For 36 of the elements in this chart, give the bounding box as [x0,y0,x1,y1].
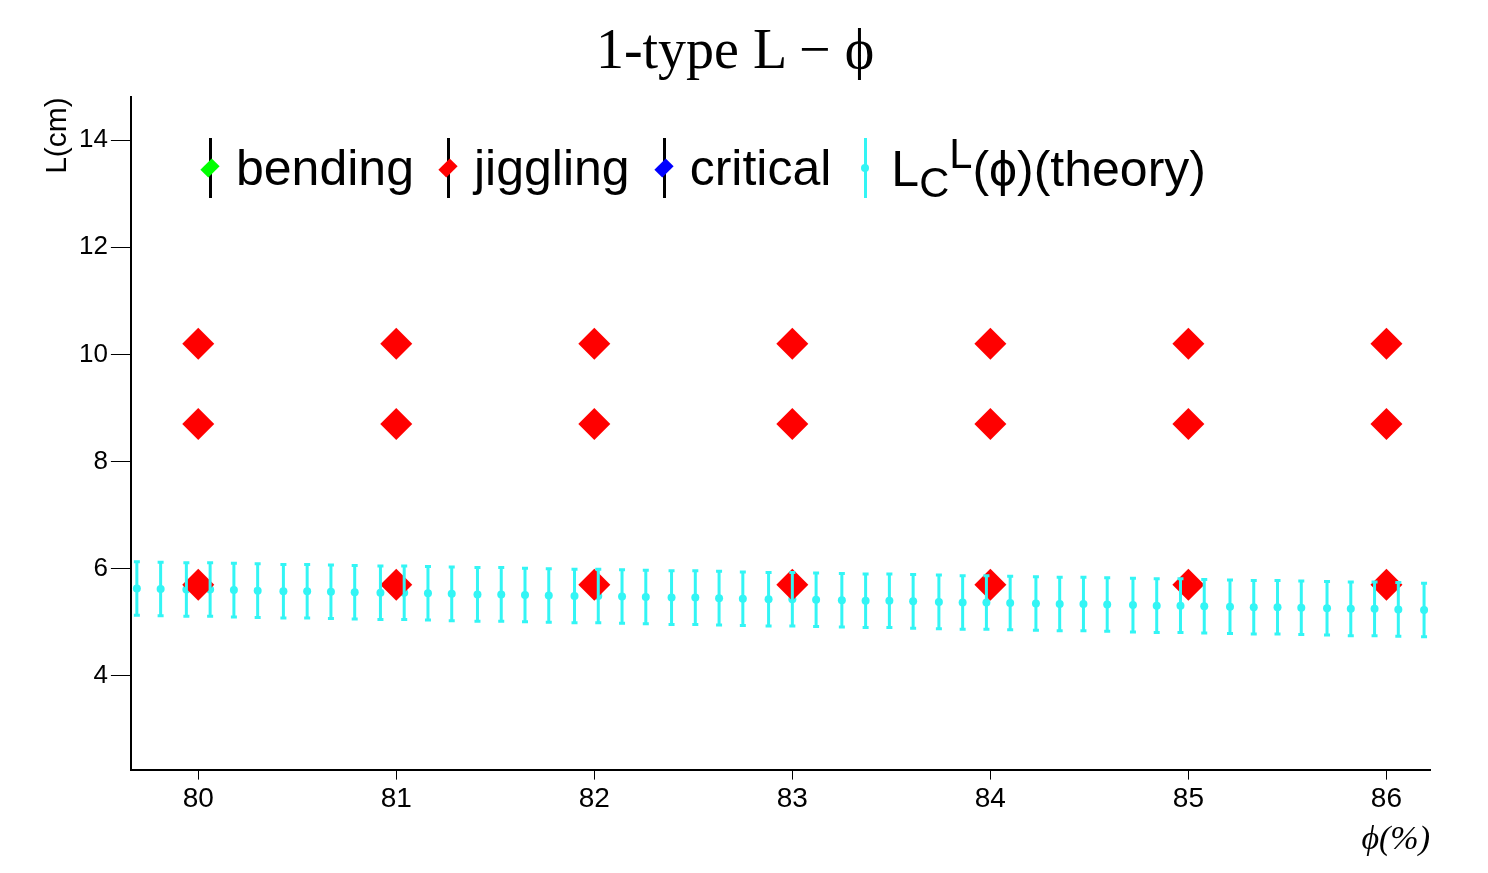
point [1370,327,1403,360]
point [974,408,1007,441]
point [182,327,215,360]
point [182,568,215,601]
legend-label: jiggling [473,139,630,198]
y-tick-label: 14 [79,123,108,154]
y-tick-label: 10 [79,337,108,368]
point [1172,327,1205,360]
point [776,408,809,441]
y-tick-label: 8 [93,444,108,475]
y-tick-label: 12 [79,230,108,261]
x-tick-label: 82 [578,782,610,814]
point [380,408,413,441]
x-axis-title: ϕ(%) [1361,818,1430,857]
point [578,327,611,360]
x-tick-label: 80 [182,782,214,814]
point [578,408,611,441]
point [1370,408,1403,441]
x-tick-label: 85 [1172,782,1204,814]
y-axis-title: L(cm) [39,97,73,174]
legend-label: bending [236,139,414,198]
point [182,408,215,441]
legend-label: critical [689,139,832,198]
x-tick-label: 86 [1370,782,1403,814]
point [1172,408,1205,441]
legend-label: L$_{C}$$^{L}$(ϕ)(theory) [891,130,1206,207]
y-tick-label: 4 [93,659,108,690]
point [974,327,1007,360]
y-tick-label: 6 [93,551,108,582]
chart-title: 1-type L − ϕ [595,18,875,81]
x-tick-label: 83 [776,782,808,814]
point [776,327,809,360]
point [380,327,413,360]
x-tick-label: 81 [380,782,412,814]
point [380,568,413,601]
x-tick-label: 84 [974,782,1006,814]
